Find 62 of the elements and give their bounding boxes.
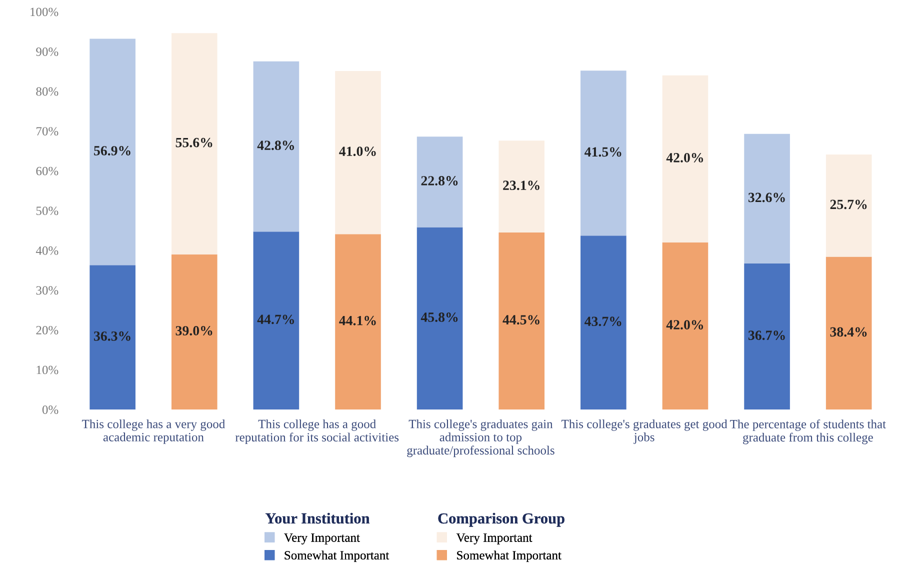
bar <box>171 254 218 410</box>
data-label: 44.5% <box>502 315 540 325</box>
data-label: 36.3% <box>94 331 130 341</box>
bar <box>90 38 136 266</box>
bar <box>498 232 545 410</box>
y-tick-label: 90% <box>36 48 58 56</box>
legend-label: Very Important <box>456 534 532 544</box>
bar <box>335 234 381 410</box>
bar <box>253 61 300 232</box>
data-label: 32.6% <box>748 192 785 202</box>
y-tick-label: 60% <box>36 166 58 176</box>
text: Your Institution <box>265 512 370 524</box>
legend-label: Somewhat Important <box>457 550 562 562</box>
data-label: 41.5% <box>584 147 622 157</box>
y-tick-label: 20% <box>36 326 58 334</box>
data-label: 39.0% <box>176 326 212 336</box>
bar <box>744 264 790 410</box>
y-tick-label: 10% <box>36 366 58 374</box>
bar <box>826 154 872 257</box>
bar <box>171 33 218 254</box>
text: Comparison Group <box>438 512 564 527</box>
data-label: 36.7% <box>748 330 785 340</box>
bar <box>90 265 136 410</box>
y-tick-label: 70% <box>36 127 58 136</box>
y-tick-label: 40% <box>36 246 58 255</box>
data-label: 56.9% <box>94 146 130 156</box>
y-tick-label: 100% <box>30 8 58 16</box>
data-label: 45.8% <box>420 312 458 322</box>
bar <box>416 227 463 410</box>
bar <box>416 136 463 228</box>
data-label: 42.8% <box>257 140 294 150</box>
data-label: 23.1% <box>503 180 540 190</box>
data-label: 43.7% <box>584 316 622 326</box>
bar <box>498 140 545 232</box>
data-label: 42.0% <box>666 320 704 330</box>
bar <box>744 134 790 264</box>
x-tick-label: This college's graduates gain admission to top graduate/professional schools <box>407 419 554 458</box>
data-label: 44.1% <box>339 316 376 326</box>
y-tick-label: 0% <box>42 406 58 414</box>
data-label: 25.7% <box>830 200 867 210</box>
x-tick-label: This college's graduates get good jobs <box>562 419 728 444</box>
bar <box>662 242 708 410</box>
y-tick-label: 30% <box>36 286 58 295</box>
bar <box>335 70 381 234</box>
y-tick-label: 80% <box>36 87 58 96</box>
data-label: 55.6% <box>176 138 212 148</box>
data-label: 44.7% <box>257 314 294 324</box>
legend-label: Somewhat Important <box>284 550 390 562</box>
x-tick-label: The percentage of students that graduate from this college <box>730 419 886 444</box>
data-label: 38.4% <box>830 327 867 337</box>
data-label: 22.8% <box>421 176 458 186</box>
data-label: 41.0% <box>339 146 376 156</box>
bar <box>580 236 626 410</box>
bar <box>826 256 872 410</box>
bar <box>253 232 300 410</box>
legend-label: Very Important <box>284 534 360 544</box>
x-tick-label: This college has a good reputation for its social activities <box>235 419 399 444</box>
x-tick-label: This college has a very good academic reputation <box>82 419 226 444</box>
data-label: 42.0% <box>666 152 704 162</box>
bar <box>662 75 708 242</box>
y-tick-label: 50% <box>36 206 58 216</box>
bar <box>580 70 626 236</box>
